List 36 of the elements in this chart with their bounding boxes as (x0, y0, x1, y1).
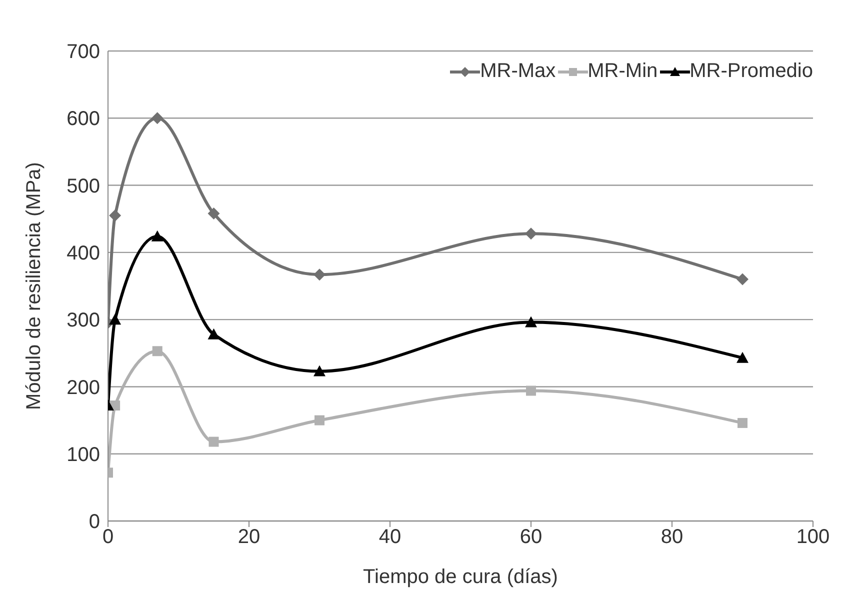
point (314, 415, 324, 426)
x-tick-label: 40 (378, 526, 402, 548)
x-tick-label: 0 (102, 526, 114, 548)
x-tick-label: 100 (796, 526, 830, 548)
y-tick-label: 200 (66, 376, 100, 399)
point (525, 228, 537, 240)
legend-label: MR-Promedio (690, 60, 813, 83)
y-tick-label: 0 (88, 511, 100, 534)
x-axis-title: Tiempo de cura (días) (363, 566, 558, 588)
point (314, 268, 326, 281)
point (151, 230, 164, 242)
y-tick-label: 700 (66, 41, 100, 64)
point (736, 273, 748, 286)
point (109, 314, 122, 325)
point (152, 346, 162, 356)
point (208, 207, 220, 220)
y-tick-label: 400 (66, 242, 100, 265)
point (208, 328, 220, 340)
y-tick-label: 600 (66, 108, 100, 130)
y-tick-label: 300 (66, 310, 100, 332)
y-tick-label: 100 (66, 444, 100, 466)
point (736, 352, 748, 363)
y-tick-label: 500 (66, 175, 100, 198)
point (525, 316, 537, 328)
x-tick-label: 20 (238, 526, 260, 548)
x-tick-label: 80 (660, 526, 684, 548)
point (109, 210, 122, 222)
point (314, 365, 326, 376)
legend-label: MR-Min (588, 60, 658, 83)
x-tick-label: 60 (520, 526, 542, 548)
point (208, 436, 219, 447)
point (738, 418, 748, 428)
point (526, 386, 536, 396)
y-axis-title: Módulo de resiliencia (MPa) (23, 162, 46, 410)
point (151, 112, 164, 124)
legend-label: MR-Max (480, 60, 556, 83)
